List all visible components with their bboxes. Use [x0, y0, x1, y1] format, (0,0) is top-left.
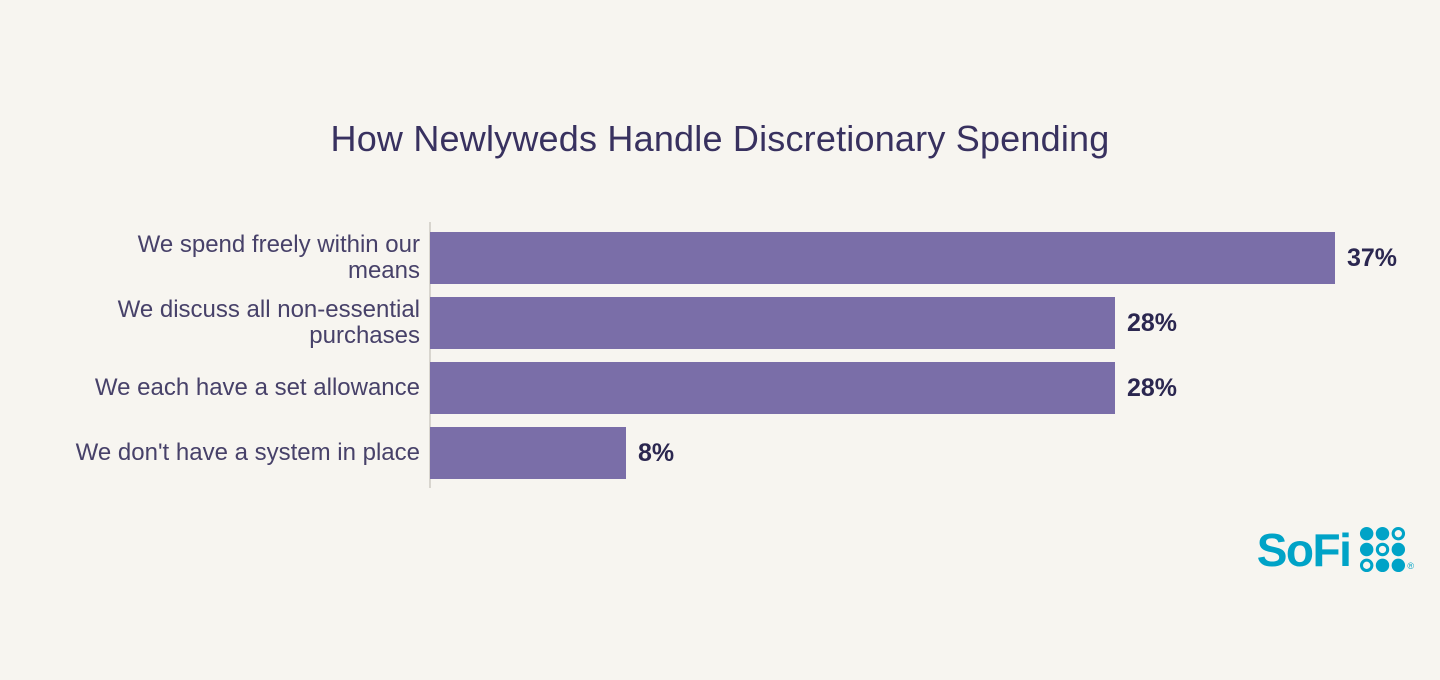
axis-line — [429, 222, 431, 488]
value-label: 28% — [1127, 373, 1178, 402]
bar-row: We discuss all non-essential purchases 2… — [40, 297, 1420, 349]
bar-row: We don't have a system in place 8% — [40, 427, 1420, 479]
registered-mark-icon: ® — [1407, 561, 1414, 571]
value-label: 37% — [1347, 243, 1398, 272]
bar-chart: We spend freely within our means 37% We … — [40, 222, 1420, 488]
bar-zone: 28% — [430, 297, 1420, 349]
bar-row: We spend freely within our means 37% — [40, 232, 1420, 284]
category-label: We don't have a system in place — [75, 439, 420, 466]
category-label: We each have a set allowance — [94, 374, 420, 401]
bar-zone: 8% — [430, 427, 1420, 479]
bar-zone: 28% — [430, 362, 1420, 414]
sofi-dots-icon — [1360, 526, 1406, 573]
chart-title: How Newlyweds Handle Discretionary Spend… — [330, 118, 1110, 159]
bar — [430, 232, 1335, 284]
bar — [430, 297, 1115, 349]
sofi-logo: SoFi ® — [1257, 526, 1414, 573]
value-label: 28% — [1127, 308, 1178, 337]
category-label: We spend freely within our means — [137, 231, 420, 284]
category-label: We discuss all non-essential purchases — [117, 296, 420, 349]
sofi-logo-text: SoFi — [1256, 523, 1352, 576]
bar — [430, 362, 1115, 414]
value-label: 8% — [638, 438, 675, 467]
bar-row: We each have a set allowance 28% — [40, 362, 1420, 414]
bar — [430, 427, 626, 479]
bar-zone: 37% — [430, 232, 1420, 284]
